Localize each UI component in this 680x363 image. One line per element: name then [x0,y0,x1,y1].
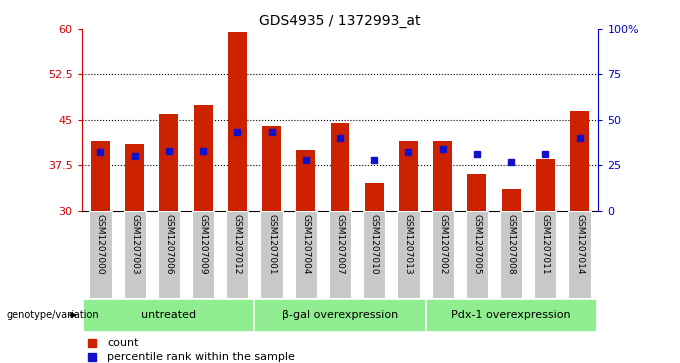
Bar [500,211,522,298]
Text: GSM1207009: GSM1207009 [199,214,207,275]
Title: GDS4935 / 1372993_at: GDS4935 / 1372993_at [259,14,421,28]
Text: untreated: untreated [141,310,197,320]
Bar [502,189,520,211]
Bar [329,211,351,298]
Bar [192,211,214,298]
Text: GSM1207007: GSM1207007 [335,214,345,275]
Bar [260,211,283,298]
Bar [124,211,146,298]
Text: GSM1207013: GSM1207013 [404,214,413,275]
Bar [432,211,454,298]
Text: GSM1207002: GSM1207002 [438,214,447,274]
Bar [534,211,556,298]
Text: GSM1207010: GSM1207010 [370,214,379,275]
Bar [254,299,426,332]
Bar [296,150,316,211]
Bar [426,299,596,332]
Text: GSM1207008: GSM1207008 [507,214,515,275]
Bar [125,144,144,211]
Bar [467,174,486,211]
Bar [364,183,384,211]
Bar [84,299,254,332]
Bar [294,211,317,298]
Bar [194,105,213,211]
Bar [363,211,386,298]
Text: GSM1207006: GSM1207006 [165,214,173,275]
Bar [568,211,591,298]
Bar [466,211,488,298]
Bar [91,141,110,211]
Bar [228,32,247,211]
Text: GSM1207000: GSM1207000 [96,214,105,275]
Bar [330,123,350,211]
Text: GSM1207011: GSM1207011 [541,214,550,275]
Text: GSM1207005: GSM1207005 [473,214,481,275]
Text: GSM1207012: GSM1207012 [233,214,242,274]
Bar [226,211,248,298]
Text: genotype/variation: genotype/variation [7,310,99,320]
Bar [89,211,112,298]
Text: Pdx-1 overexpression: Pdx-1 overexpression [452,310,571,320]
Bar [160,114,178,211]
Bar [262,126,281,211]
Text: GSM1207014: GSM1207014 [575,214,584,274]
Text: GSM1207004: GSM1207004 [301,214,310,274]
Text: β-gal overexpression: β-gal overexpression [282,310,398,320]
Bar [399,141,418,211]
Text: count: count [107,338,139,348]
Text: percentile rank within the sample: percentile rank within the sample [107,352,295,362]
Bar [433,141,452,211]
Bar [397,211,420,298]
Text: GSM1207003: GSM1207003 [130,214,139,275]
Bar [570,111,589,211]
Bar [536,159,555,211]
Text: GSM1207001: GSM1207001 [267,214,276,275]
Bar [158,211,180,298]
